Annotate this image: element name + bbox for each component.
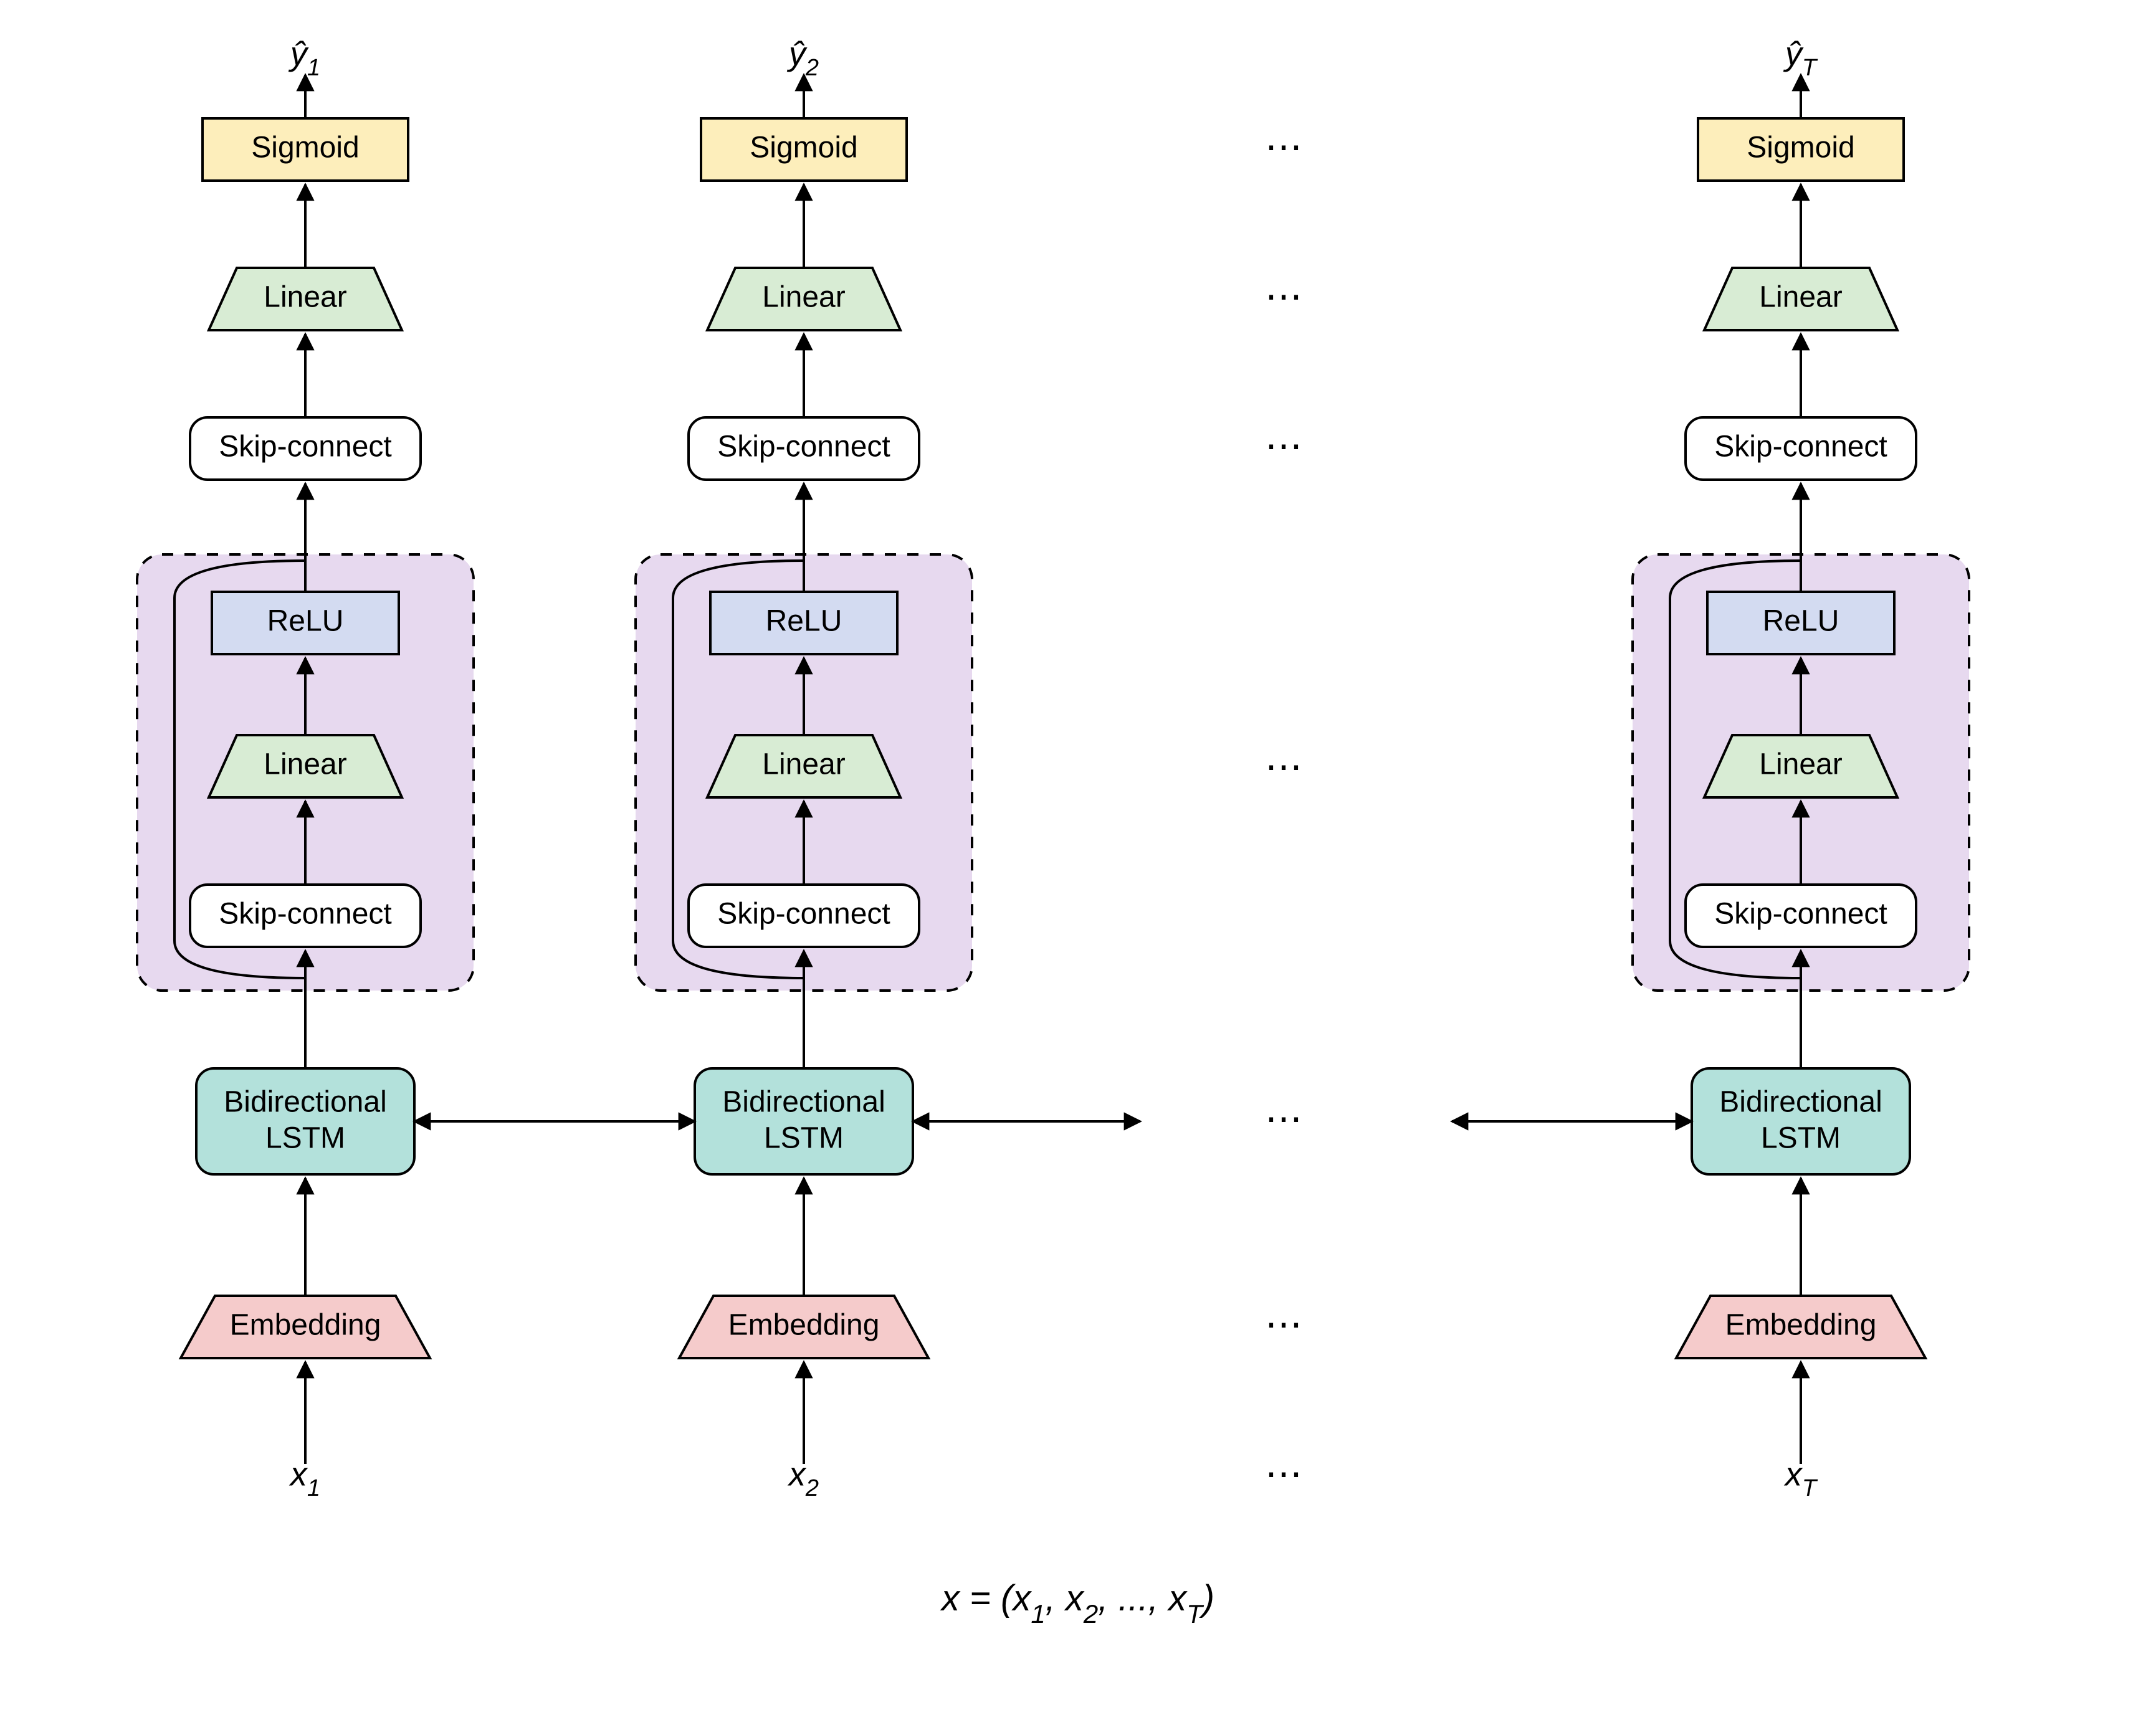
- svg-text:Linear: Linear: [264, 281, 346, 314]
- svg-text:Linear: Linear: [1759, 281, 1842, 314]
- architecture-diagram: ReLULinearSkip-connectBidirectionalLSTME…: [0, 0, 2156, 1735]
- svg-text:ŷT: ŷT: [1783, 35, 1818, 81]
- svg-text:⋯: ⋯: [1265, 1453, 1302, 1495]
- svg-text:⋯: ⋯: [1265, 275, 1302, 317]
- svg-text:⋯: ⋯: [1265, 1098, 1302, 1139]
- svg-text:Skip-connect: Skip-connect: [219, 898, 391, 931]
- svg-text:Skip-connect: Skip-connect: [219, 430, 391, 463]
- svg-text:x1: x1: [289, 1455, 320, 1501]
- svg-text:x2: x2: [787, 1455, 819, 1501]
- svg-text:⋯: ⋯: [1265, 425, 1302, 467]
- svg-text:xT: xT: [1783, 1455, 1818, 1501]
- svg-text:LSTM: LSTM: [764, 1122, 844, 1155]
- svg-text:ŷ1: ŷ1: [288, 35, 320, 81]
- svg-text:Sigmoid: Sigmoid: [251, 131, 359, 164]
- svg-text:ReLU: ReLU: [1763, 605, 1839, 638]
- svg-text:⋯: ⋯: [1265, 126, 1302, 168]
- svg-text:Embedding: Embedding: [728, 1309, 880, 1342]
- svg-text:Sigmoid: Sigmoid: [1747, 131, 1854, 164]
- svg-text:Bidirectional: Bidirectional: [722, 1086, 885, 1119]
- svg-text:ReLU: ReLU: [766, 605, 842, 638]
- svg-text:ŷ2: ŷ2: [786, 35, 819, 81]
- svg-text:Linear: Linear: [762, 281, 845, 314]
- svg-text:LSTM: LSTM: [265, 1122, 345, 1155]
- svg-text:Bidirectional: Bidirectional: [224, 1086, 386, 1119]
- svg-text:⋯: ⋯: [1265, 746, 1302, 787]
- svg-text:Embedding: Embedding: [230, 1309, 381, 1342]
- svg-text:x = (x1, x2, ..., xT): x = (x1, x2, ..., xT): [940, 1578, 1214, 1628]
- svg-text:Skip-connect: Skip-connect: [1714, 898, 1887, 931]
- svg-text:LSTM: LSTM: [1761, 1122, 1841, 1155]
- svg-text:Linear: Linear: [264, 748, 346, 781]
- svg-text:Skip-connect: Skip-connect: [717, 430, 890, 463]
- svg-text:Embedding: Embedding: [1725, 1309, 1877, 1342]
- svg-text:Linear: Linear: [762, 748, 845, 781]
- svg-text:Skip-connect: Skip-connect: [1714, 430, 1887, 463]
- svg-text:Bidirectional: Bidirectional: [1719, 1086, 1882, 1119]
- svg-text:Sigmoid: Sigmoid: [750, 131, 857, 164]
- svg-text:⋯: ⋯: [1265, 1303, 1302, 1345]
- svg-text:Linear: Linear: [1759, 748, 1842, 781]
- svg-text:Skip-connect: Skip-connect: [717, 898, 890, 931]
- svg-text:ReLU: ReLU: [267, 605, 344, 638]
